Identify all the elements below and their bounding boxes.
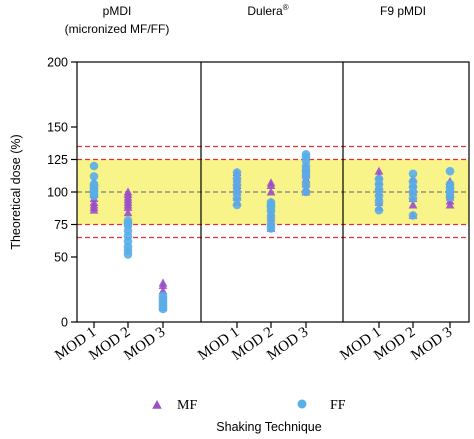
ff-point xyxy=(301,179,311,189)
mf-point xyxy=(123,208,133,217)
ff-point xyxy=(232,200,242,210)
mf-point xyxy=(158,278,168,287)
ff-point xyxy=(123,216,133,225)
y-tick-label-75: 75 xyxy=(54,218,68,232)
mf-point xyxy=(123,187,133,196)
ff-point xyxy=(408,169,418,179)
ff-point xyxy=(374,198,384,207)
panel-2-title-text: Dulera xyxy=(247,4,283,18)
ff-point xyxy=(408,177,418,186)
mf-point xyxy=(408,200,418,209)
y-axis: 0 50 75 100 125 150 200 xyxy=(47,56,77,330)
ff-point xyxy=(266,198,276,207)
y-tick-label-100: 100 xyxy=(47,186,68,200)
x-axis-title: Shaking Technique xyxy=(216,420,321,434)
ff-point xyxy=(266,213,276,223)
panel-3-title: F9 pMDI xyxy=(380,4,426,18)
mf-point xyxy=(266,187,276,196)
ff-point xyxy=(232,181,242,190)
ff-point xyxy=(301,150,311,159)
ff-point xyxy=(445,179,455,189)
ff-point xyxy=(445,166,455,176)
panel-2-title-sup: ® xyxy=(283,3,289,12)
ff-point xyxy=(89,172,99,181)
ff-point xyxy=(374,191,384,201)
panel-1-subtitle: (micronized MF/FF) xyxy=(65,22,170,36)
ff-point xyxy=(89,161,99,171)
ff-point xyxy=(89,179,99,189)
y-tick-label-200: 200 xyxy=(47,56,68,70)
y-tick-label-50: 50 xyxy=(54,251,68,265)
mf-point xyxy=(158,286,168,295)
ff-point xyxy=(374,205,384,215)
panel-1-title: pMDI xyxy=(103,4,132,18)
ff-point xyxy=(374,174,384,184)
ff-point xyxy=(408,194,418,203)
y-axis-title: Theoretical dose (%) xyxy=(9,134,23,249)
ff-point xyxy=(232,187,242,197)
y-tick-label-150: 150 xyxy=(47,121,68,135)
ff-point xyxy=(408,211,418,220)
ff-point xyxy=(232,194,242,203)
panel-titles: pMDI (micronized MF/FF) Dulera® F9 pMDI xyxy=(65,3,426,36)
data-points xyxy=(89,150,455,314)
ff-point xyxy=(301,187,311,197)
y-tick-label-0: 0 xyxy=(61,316,68,330)
legend-ff-label: FF xyxy=(330,398,346,413)
legend-ff-marker xyxy=(297,399,307,409)
mf-point xyxy=(374,166,384,175)
y-tick-label-125: 125 xyxy=(47,153,68,167)
ff-point xyxy=(232,174,242,184)
ff-point xyxy=(158,291,168,301)
legend: MF FF xyxy=(152,398,346,413)
ff-point xyxy=(232,168,242,177)
legend-mf-marker xyxy=(152,400,162,409)
mf-point xyxy=(266,178,276,187)
ff-point xyxy=(266,220,276,229)
panel-2-title: Dulera® xyxy=(247,3,288,18)
legend-mf-label: MF xyxy=(177,398,197,413)
